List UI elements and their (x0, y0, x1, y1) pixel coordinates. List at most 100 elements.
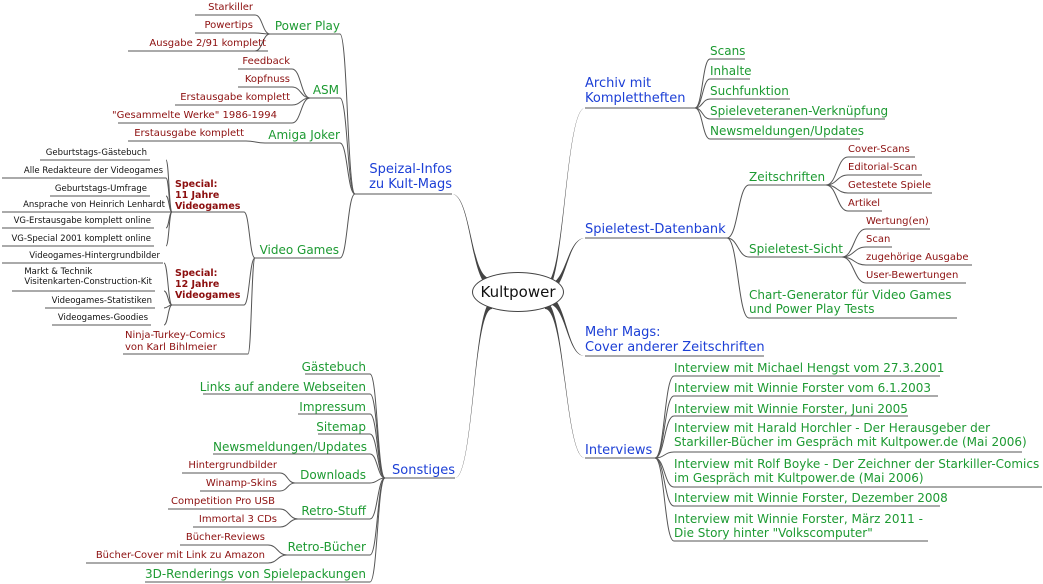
archiv-item-scans[interactable]: Scans (710, 44, 746, 58)
zeitschriften-item[interactable]: Editorial-Scan (848, 162, 918, 173)
connector (841, 228, 867, 258)
sonstiges-item[interactable]: Impressum (299, 400, 366, 414)
connector (694, 78, 711, 109)
special11-item[interactable]: Ansprache von Heinrich Lenhardt (23, 200, 165, 210)
connector-spieletest (548, 238, 585, 292)
archiv-item-suchfunktion[interactable]: Suchfunktion (710, 84, 789, 98)
interview-item[interactable]: Interview mit Rolf Boyke - Der Zeichner … (674, 457, 1040, 486)
archiv-item-veteranen[interactable]: Spieleveteranen-Verknüpfung (710, 104, 889, 118)
special12-item[interactable]: Markt & Technik Visitenkarten-Constructio… (24, 267, 152, 288)
zeitschriften-item[interactable]: Artikel (848, 198, 881, 209)
connector (163, 262, 173, 306)
connector (369, 433, 386, 479)
connector (825, 156, 849, 186)
connector (279, 508, 299, 520)
branch-interviews[interactable]: Interviews (585, 443, 653, 458)
connector-mehrmags (548, 296, 585, 357)
interview-item[interactable]: Interview mit Winnie Forster vom 6.1.200… (674, 381, 932, 395)
sonstiges-item[interactable]: Newsmeldungen/Updates (212, 440, 367, 454)
interview-item[interactable]: Interview mit Michael Hengst vom 27.3.20… (674, 361, 945, 375)
sonstiges-renderings[interactable]: 3D-Renderings von Spielepackungen (144, 567, 366, 581)
connector-archiv (545, 108, 585, 292)
sicht-item[interactable]: zugehörige Ausgabe (866, 252, 969, 263)
connector (369, 373, 386, 479)
connector (726, 184, 750, 239)
special-11-jahre[interactable]: Special: 11 Jahre Videogames (175, 179, 241, 213)
zeitschriften-item[interactable]: Getestete Spiele (848, 180, 932, 191)
connector-interviews (545, 301, 585, 459)
connector (654, 415, 675, 459)
sonstiges-retro-buecher[interactable]: Retro-Bücher (287, 540, 366, 554)
connector (254, 14, 271, 35)
interview-item[interactable]: Interview mit Harald Horchler - Der Hera… (674, 421, 1027, 450)
connector (243, 257, 256, 306)
speizal-powerplay[interactable]: Power Play (274, 19, 340, 33)
retrobuecher-item[interactable]: Bücher-Reviews (185, 532, 265, 543)
connector (841, 256, 867, 284)
special11-item[interactable]: VG-Erstausgabe komplett online (13, 216, 151, 226)
connector (245, 140, 266, 144)
connector (369, 477, 386, 583)
ninja-turkey-comics[interactable]: Ninja-Turkey-Comics von Karl Bihlmeier (125, 330, 226, 353)
sicht-item[interactable]: Wertung(en) (866, 216, 929, 227)
connector (279, 482, 296, 492)
connector (726, 237, 750, 319)
connector (339, 97, 356, 195)
branch-archiv[interactable]: Archiv mit Komplettheften (585, 76, 686, 107)
interview-item[interactable]: Interview mit Winnie Forster, Juni 2005 (674, 402, 908, 416)
powerplay-item[interactable]: Powertips (204, 20, 254, 31)
branch-spieletest[interactable]: Spieletest-Datenbank (585, 222, 726, 237)
root-node[interactable]: Kultpower (472, 272, 564, 312)
sonstiges-downloads[interactable]: Downloads (300, 468, 366, 482)
special11-item[interactable]: Alle Redakteure der Videogames (23, 166, 163, 176)
special11-item[interactable]: Geburtstags-Umfrage (54, 184, 147, 194)
special12-item[interactable]: Videogames-Hintergrundbilder (29, 251, 160, 261)
interview-item[interactable]: Interview mit Winnie Forster, März 2011 … (674, 512, 923, 541)
archiv-item-inhalte[interactable]: Inhalte (710, 64, 752, 78)
speizal-amiga-joker[interactable]: Amiga Joker (268, 128, 340, 142)
powerplay-item[interactable]: Starkiller (208, 2, 253, 13)
branch-mehr-mags[interactable]: Mehr Mags: Cover anderer Zeitschriften (585, 325, 765, 356)
connector-speizal (452, 194, 490, 286)
sicht-item[interactable]: Scan (866, 234, 891, 245)
branch-sonstiges[interactable]: Sonstiges (392, 463, 455, 478)
connector (247, 257, 256, 355)
amiga-item[interactable]: Erstausgabe komplett (134, 128, 244, 139)
connector (243, 211, 256, 259)
connector (825, 184, 849, 212)
asm-item[interactable]: Erstausgabe komplett (180, 92, 290, 103)
speizal-asm[interactable]: ASM (312, 83, 339, 97)
spieletest-zeitschriften[interactable]: Zeitschriften (749, 170, 826, 184)
asm-item[interactable]: "Gesammelte Werke" 1986-1994 (112, 110, 277, 121)
connector (339, 33, 356, 195)
interview-item[interactable]: Interview mit Winnie Forster, Dezember 2… (674, 491, 948, 505)
zeitschriften-item[interactable]: Cover-Scans (848, 144, 910, 155)
retrobuecher-item[interactable]: Bücher-Cover mit Link zu Amazon (95, 550, 265, 561)
connector (694, 98, 711, 109)
downloads-item[interactable]: Winamp-Skins (205, 478, 277, 489)
special12-item[interactable]: Videogames-Statistiken (51, 296, 152, 306)
retrostuff-item[interactable]: Competition Pro USB (171, 496, 275, 507)
retrostuff-item[interactable]: Immortal 3 CDs (198, 514, 277, 525)
sonstiges-retro-stuff[interactable]: Retro-Stuff (301, 504, 366, 518)
asm-item[interactable]: Feedback (242, 56, 290, 67)
sicht-item[interactable]: User-Bewertungen (866, 270, 959, 281)
special-12-jahre[interactable]: Special: 12 Jahre Videogames (175, 268, 241, 302)
asm-item[interactable]: Kopfnuss (244, 74, 290, 85)
special11-item[interactable]: Geburtstags-Gästebuch (45, 148, 147, 158)
connector (267, 554, 288, 564)
spieletest-sicht[interactable]: Spieletest-Sicht (749, 242, 843, 256)
sonstiges-item[interactable]: Sitemap (316, 420, 366, 434)
spieletest-chart-generator[interactable]: Chart-Generator für Video Games und Power… (749, 288, 952, 317)
sonstiges-item[interactable]: Links auf andere Webseiten (199, 380, 366, 394)
powerplay-item[interactable]: Ausgabe 2/91 komplett (149, 38, 266, 49)
speizal-video-games[interactable]: Video Games (259, 243, 339, 257)
special11-item[interactable]: VG-Special 2001 komplett online (11, 234, 151, 244)
branch-speizal[interactable]: Speizal-Infos zu Kult-Mags (369, 162, 452, 193)
connector (654, 451, 675, 459)
sonstiges-item[interactable]: Gästebuch (301, 360, 366, 374)
downloads-item[interactable]: Hintergrundbilder (188, 460, 277, 471)
archiv-item-news[interactable]: Newsmeldungen/Updates (710, 124, 865, 138)
special12-item[interactable]: Videogames-Goodies (57, 313, 148, 323)
connector (694, 58, 711, 109)
